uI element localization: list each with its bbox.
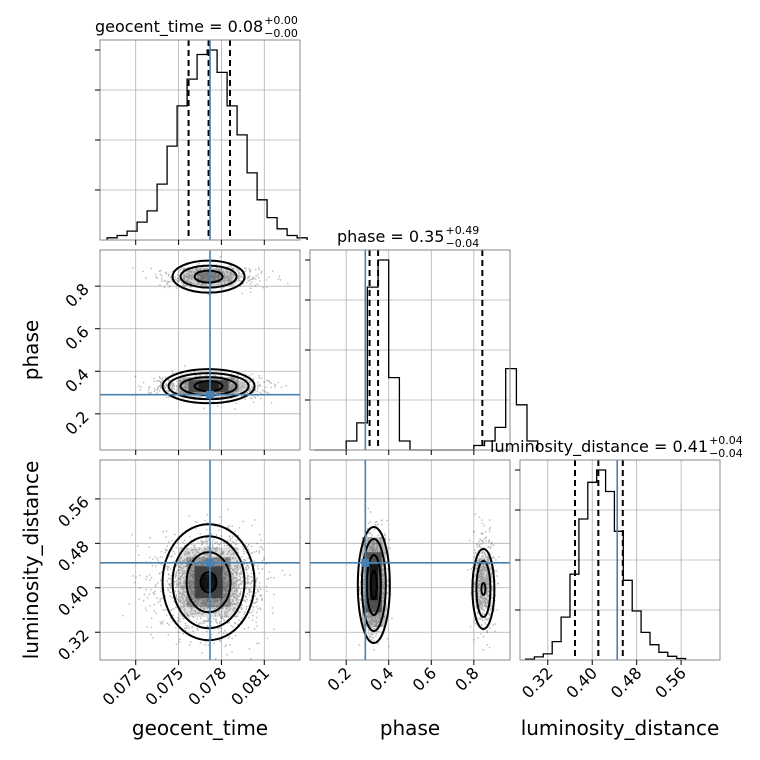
contour-ring [475, 560, 492, 618]
contour-ring [171, 535, 246, 630]
y-axis-label: phase [19, 320, 43, 380]
contour-ring [185, 551, 232, 614]
title-minus-error: −0.04 [709, 447, 743, 460]
y-tick-label: 0.4 [61, 365, 92, 396]
contour-ring [356, 526, 391, 644]
contour-ring [369, 570, 378, 600]
x-tick-label: 0.072 [99, 663, 145, 709]
y-tick-label: 0.48 [54, 537, 93, 576]
x-axis-label: luminosity_distance [521, 716, 720, 740]
title-minus-error: −0.04 [445, 237, 479, 250]
panel-title-luminosity_distance: luminosity_distance = 0.41 [490, 437, 708, 457]
y-tick-label: 0.40 [54, 581, 93, 620]
x-tick-label: 0.081 [227, 663, 273, 709]
y-tick-label: 0.56 [54, 492, 93, 531]
x-tick-label: 0.075 [142, 663, 188, 709]
title-plus-error: +0.00 [264, 14, 298, 27]
title-plus-error: +0.04 [709, 434, 743, 447]
y-tick-label: 0.8 [61, 280, 92, 311]
x-tick-label: 0.078 [184, 663, 230, 709]
label-layer: geocent_time = 0.08 +0.00−0.00 phase = 0.3… [19, 14, 743, 740]
x-tick-label: 0.2 [324, 663, 355, 694]
y-axis-label: luminosity_distance [19, 461, 43, 660]
x-tick-label: 0.56 [651, 663, 690, 702]
panel-title-geocent_time: geocent_time = 0.08 [95, 17, 263, 37]
contour-ring [161, 368, 256, 405]
frame-layer [95, 39, 721, 665]
truth-marker [206, 390, 214, 399]
contour-ring [471, 548, 496, 630]
x-axis-label: phase [380, 716, 440, 740]
x-tick-label: 0.6 [409, 663, 440, 694]
density-cell [201, 574, 216, 591]
histogram-phase [314, 259, 539, 451]
scatter-samples [122, 508, 291, 660]
title-plus-error: +0.49 [445, 224, 479, 237]
contour-ring [171, 259, 246, 294]
x-tick-label: 0.40 [562, 663, 601, 702]
density-cell [369, 564, 378, 601]
x-tick-label: 0.48 [607, 663, 646, 702]
truth-marker [206, 558, 214, 567]
x-axis-label: geocent_time [132, 716, 268, 740]
x-tick-label: 0.4 [366, 663, 397, 694]
contour-ring [360, 538, 387, 632]
contour-ring [199, 571, 218, 594]
histogram-geocent_time [106, 49, 308, 240]
x-tick-label: 0.32 [518, 663, 557, 702]
contour-ring [161, 523, 256, 642]
contour-ring [179, 264, 238, 289]
density-cell [198, 381, 219, 392]
density-cell [182, 267, 235, 286]
histogram-luminosity_distance [524, 469, 687, 660]
x-tick-label: 0.8 [451, 663, 482, 694]
panel-frame [99, 459, 301, 661]
y-tick-label: 0.6 [61, 322, 92, 353]
y-tick-label: 0.32 [54, 626, 93, 665]
contour-ring [365, 554, 382, 616]
contour-ring [480, 582, 487, 596]
truth-layer [100, 40, 619, 660]
contour-ring [193, 269, 224, 284]
contour-ring [167, 372, 250, 401]
panel-frame [99, 249, 301, 451]
title-minus-error: −0.00 [264, 27, 298, 40]
panel-frame [309, 459, 511, 661]
panel-title-phase: phase = 0.35 [337, 227, 444, 246]
density-cell [196, 270, 221, 283]
y-tick-label: 0.2 [61, 407, 92, 438]
truth-marker [361, 558, 370, 567]
quantile-layer [187, 40, 624, 660]
